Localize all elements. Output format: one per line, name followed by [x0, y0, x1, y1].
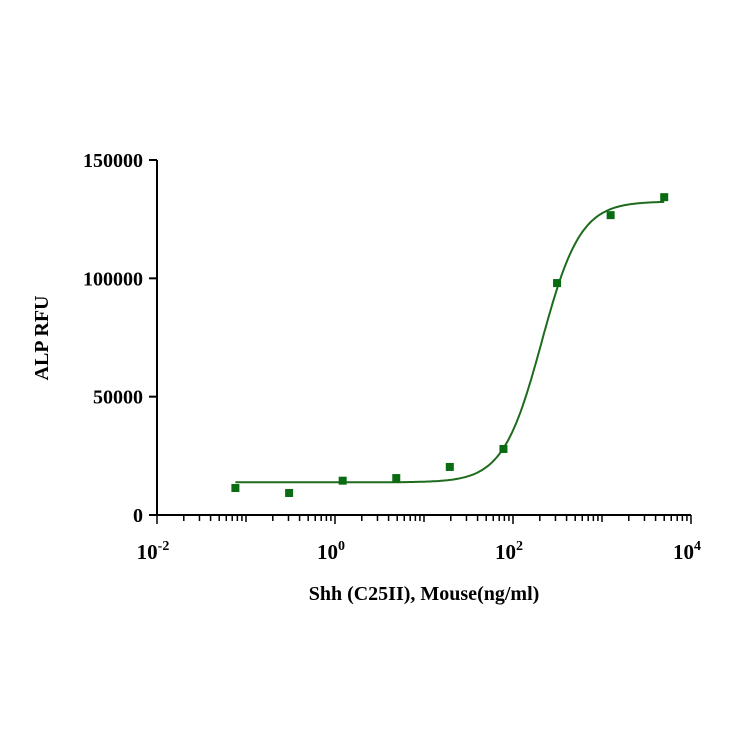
x-axis-label: Shh (C25II), Mouse(ng/ml) [309, 583, 540, 605]
x-tick-label: 104 [673, 539, 701, 564]
y-tick-label: 50000 [93, 387, 143, 409]
data-point [553, 279, 562, 288]
data-point [392, 474, 401, 483]
data-point [660, 193, 669, 202]
fit-curve [235, 200, 665, 484]
y-tick-label: 0 [133, 505, 143, 527]
x-tick-label: 100 [317, 539, 345, 564]
data-point [606, 211, 615, 220]
y-axis-label: ALP RFU [31, 296, 53, 381]
data-point [231, 484, 240, 493]
y-tick-label: 100000 [83, 268, 143, 290]
y-tick-label: 150000 [83, 150, 143, 172]
data-point [285, 488, 294, 497]
data-point [499, 444, 508, 453]
x-tick-label: 10-2 [137, 539, 170, 564]
data-point [338, 476, 347, 485]
x-tick-label: 102 [495, 539, 523, 564]
data-point [445, 462, 454, 471]
